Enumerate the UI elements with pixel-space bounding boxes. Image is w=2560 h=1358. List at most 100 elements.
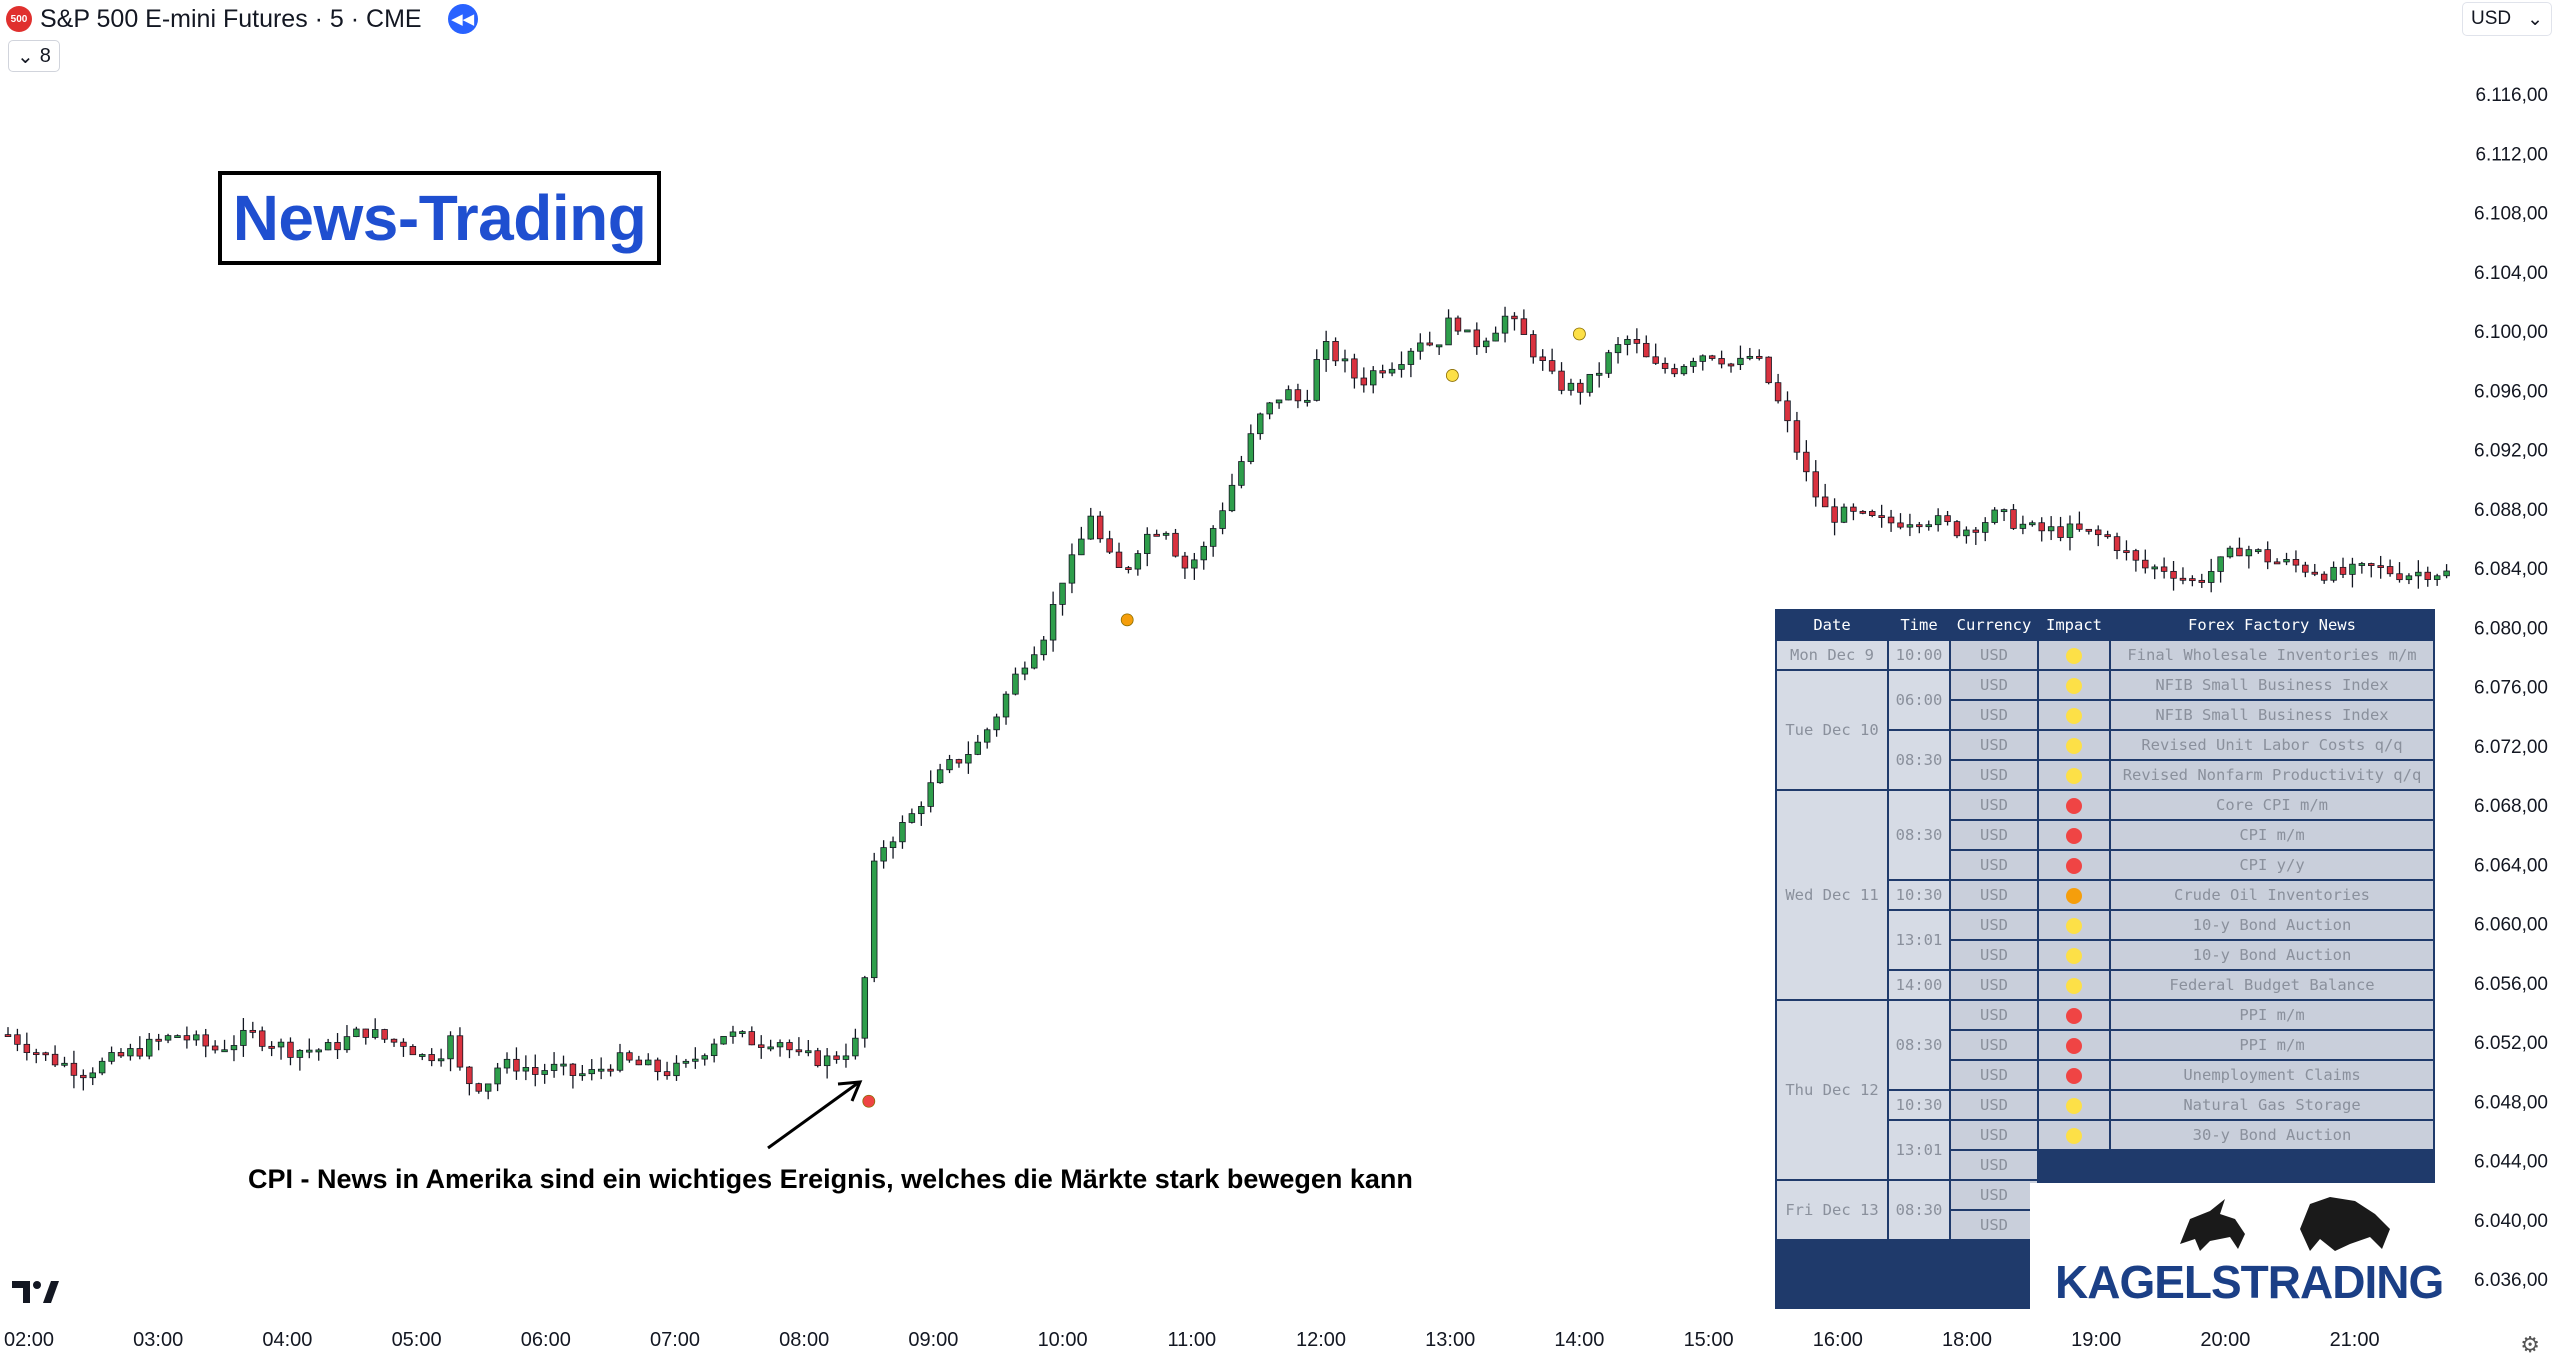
news-impact-cell	[2039, 701, 2109, 729]
news-event-cell: NFIB Small Business Index	[2111, 701, 2433, 729]
candle	[51, 1045, 59, 1067]
news-time-cell: 13:01	[1889, 911, 1949, 969]
candle	[550, 1052, 558, 1078]
candle	[2396, 562, 2403, 583]
news-event-marker[interactable]	[862, 1094, 876, 1108]
news-event-cell: Final Wholesale Inventories m/m	[2111, 641, 2433, 669]
candle	[1850, 503, 1857, 521]
chevron-down-icon: ⌄	[2527, 8, 2543, 30]
candle	[466, 1066, 473, 1096]
candle	[2066, 515, 2074, 551]
news-impact-cell	[2039, 941, 2109, 969]
candle	[1238, 455, 1245, 489]
candle	[1304, 389, 1311, 407]
indicators-toggle-button[interactable]: ⌄ 8	[8, 40, 60, 72]
candle	[2424, 566, 2431, 587]
candle	[23, 1032, 31, 1061]
candle	[258, 1026, 266, 1052]
candle	[2047, 516, 2055, 541]
settings-gear-icon[interactable]: ⚙	[2520, 1332, 2540, 1357]
tradingview-logo-icon[interactable]	[12, 1276, 60, 1315]
candle	[1464, 329, 1471, 333]
candle	[1096, 511, 1104, 543]
time-tick-label: 12:00	[1296, 1329, 1346, 1351]
candle	[682, 1058, 690, 1068]
candle	[673, 1055, 680, 1081]
time-tick-label: 19:00	[2071, 1329, 2121, 1351]
symbol-logo[interactable]: 500	[6, 6, 32, 32]
candle	[758, 1035, 765, 1059]
news-currency-cell: USD	[1951, 791, 2037, 819]
news-table-row: Mon Dec 9 10:00 USD Final Wholesale Invento…	[1777, 641, 2433, 669]
news-event-marker[interactable]	[1120, 613, 1134, 627]
candle	[776, 1039, 784, 1057]
candle	[2368, 562, 2375, 578]
candle	[1257, 412, 1264, 440]
news-time-cell: 13:01	[1889, 1121, 1949, 1179]
event-markers	[862, 327, 1586, 1108]
candle	[2226, 545, 2234, 559]
candle	[353, 1026, 360, 1038]
time-tick-label: 10:00	[1038, 1329, 1088, 1351]
news-event-marker[interactable]	[1445, 369, 1459, 382]
impact-dot-icon	[2066, 887, 2082, 904]
candle	[1332, 337, 1339, 367]
candle	[852, 1028, 859, 1060]
candle	[927, 770, 934, 813]
candle	[1285, 385, 1292, 401]
candle	[1897, 513, 1904, 530]
candle	[193, 1030, 200, 1046]
candle	[1144, 527, 1151, 567]
price-tick-label: 6.084,00	[2474, 559, 2548, 580]
replay-icon[interactable]: ◀◀	[447, 4, 478, 34]
time-axis[interactable]: 02:00 03:00 04:00 05:00 06:00 07:00 08:00 09:00…	[4, 1329, 2380, 1351]
price-tick-label: 6.076,00	[2474, 678, 2548, 699]
chart-header: 500 S&P 500 E-mini Futures · 5 · CME ◀◀	[6, 2, 478, 36]
candle	[1219, 502, 1226, 535]
news-table-row: USD CPI m/m	[1777, 821, 2433, 849]
impact-dot-icon	[2066, 827, 2082, 844]
price-axis[interactable]: 6.116,00 6.112,00 6.108,00 6.104,00 6.100,00…	[2474, 85, 2548, 1291]
candle	[2433, 573, 2441, 586]
news-date-cell: Fri Dec 13	[1777, 1181, 1887, 1239]
candle	[842, 1043, 850, 1068]
candle	[2151, 564, 2158, 580]
candle	[315, 1048, 322, 1061]
candle	[983, 727, 991, 749]
candle	[1445, 309, 1452, 346]
candle	[437, 1048, 445, 1067]
candle	[1803, 440, 1810, 482]
currency-label: USD	[2471, 8, 2512, 29]
time-tick-label: 02:00	[4, 1329, 54, 1351]
candle	[136, 1036, 144, 1060]
symbol-title[interactable]: S&P 500 E-mini Futures · 5 · CME	[40, 4, 422, 33]
candle	[2245, 545, 2253, 569]
price-tick-label: 6.116,00	[2475, 85, 2548, 106]
candle	[1982, 517, 1989, 542]
news-currency-cell: USD	[1951, 1211, 2037, 1239]
news-currency-cell: USD	[1951, 1151, 2037, 1179]
candle	[1548, 348, 1556, 375]
candle	[2076, 511, 2083, 532]
news-table-row: 10:30 USD Natural Gas Storage	[1777, 1091, 2433, 1119]
candle	[419, 1053, 426, 1061]
candle	[2000, 508, 2008, 522]
news-time-cell: 06:00	[1889, 671, 1949, 729]
candle	[2302, 561, 2309, 578]
candle	[1106, 530, 1113, 555]
currency-select[interactable]: USD ⌄	[2462, 2, 2552, 36]
news-event-marker[interactable]	[1573, 327, 1586, 341]
candle	[2207, 558, 2215, 593]
news-currency-cell: USD	[1951, 1001, 2037, 1029]
candle	[1840, 503, 1848, 524]
candle	[993, 713, 1000, 737]
candle	[80, 1069, 87, 1091]
candle	[2179, 567, 2187, 585]
candle	[1793, 411, 1801, 460]
candle	[1426, 331, 1433, 347]
news-impact-cell	[2039, 1061, 2109, 1089]
chevron-down-icon: ⌄	[17, 45, 34, 68]
candle	[1671, 363, 1678, 378]
news-time-cell: 08:30	[1889, 1001, 1949, 1089]
